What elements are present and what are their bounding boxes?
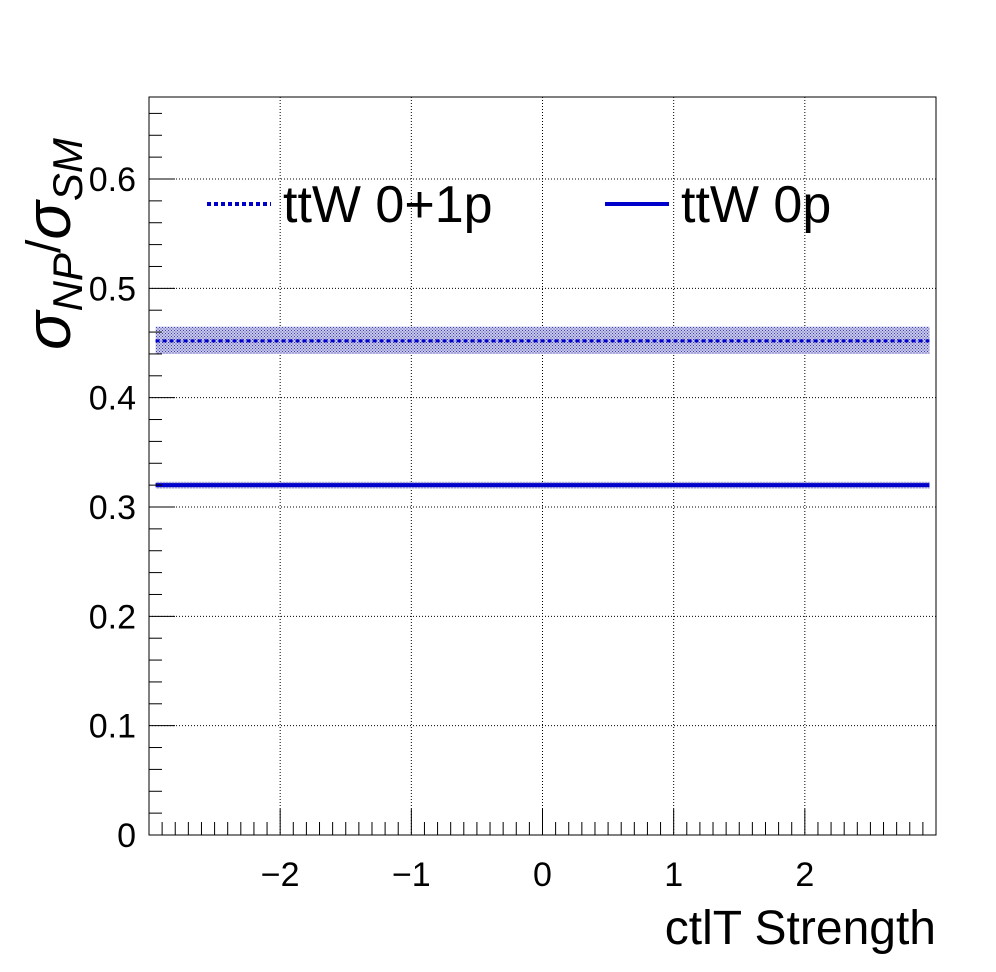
- legend-label: ttW 0p: [681, 176, 831, 234]
- y-tick-label: 0.5: [89, 270, 136, 308]
- x-tick-label: −2: [261, 856, 300, 894]
- y-axis-sigma-1: σ: [12, 309, 84, 350]
- y-tick-label: 0.3: [89, 489, 136, 527]
- y-tick-label: 0.2: [89, 598, 136, 636]
- y-tick-labels: 0 0.1 0.2 0.3 0.4 0.5 0.6: [89, 161, 136, 855]
- y-axis-sigma-2: σ: [12, 199, 84, 240]
- legend: ttW 0+1p ttW 0p: [207, 176, 831, 234]
- series-lines: [155, 339, 930, 488]
- legend-label: ttW 0+1p: [283, 176, 493, 234]
- y-tick-label: 0.1: [89, 708, 136, 746]
- x-tick-label: 1: [664, 856, 683, 894]
- x-tick-label: 0: [533, 856, 552, 894]
- y-axis-sub-np: NP: [44, 253, 91, 311]
- y-axis-sub-sm: SM: [44, 138, 91, 201]
- x-tick-label: 2: [795, 856, 814, 894]
- axis-ticks: [148, 112, 937, 836]
- x-tick-label: −1: [392, 856, 431, 894]
- x-tick-labels: −2 −1 0 1 2: [261, 856, 815, 894]
- grid: [149, 97, 936, 835]
- y-axis-separator: /: [18, 239, 71, 253]
- y-axis-label: σNP/σSM: [12, 138, 91, 350]
- x-axis-label: ctlT Strength: [665, 902, 936, 955]
- y-tick-label: 0.6: [89, 161, 136, 199]
- y-tick-label: 0: [117, 817, 136, 855]
- y-tick-label: 0.4: [89, 380, 136, 418]
